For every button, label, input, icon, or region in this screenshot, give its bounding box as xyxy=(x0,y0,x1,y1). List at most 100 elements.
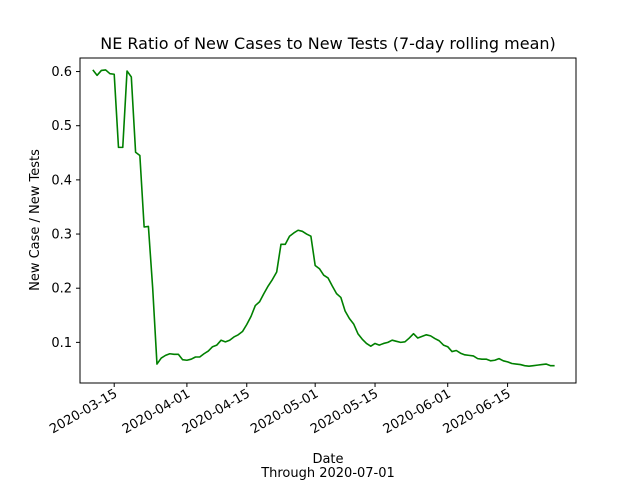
data-point xyxy=(148,226,150,228)
data-point xyxy=(323,274,325,276)
y-tick-label: 0.3 xyxy=(51,228,72,243)
data-point xyxy=(276,271,278,273)
series-layer xyxy=(92,69,556,368)
data-point xyxy=(233,336,235,338)
data-point xyxy=(421,336,423,338)
data-point xyxy=(396,340,398,342)
data-point xyxy=(242,331,244,333)
data-point xyxy=(105,69,107,71)
y-tick-label: 0.4 xyxy=(51,173,72,188)
data-point xyxy=(387,342,389,344)
data-point xyxy=(434,338,436,340)
data-point xyxy=(426,334,428,336)
data-point xyxy=(460,352,462,354)
data-point xyxy=(319,268,321,270)
y-tick-label: 0.1 xyxy=(51,336,72,351)
data-point xyxy=(541,364,543,366)
data-point xyxy=(207,350,209,352)
data-point xyxy=(135,151,137,153)
data-point xyxy=(225,341,227,343)
data-point xyxy=(485,358,487,360)
data-point xyxy=(310,235,312,237)
data-point xyxy=(532,365,534,367)
data-point xyxy=(374,343,376,345)
data-point xyxy=(404,341,406,343)
data-point xyxy=(370,345,372,347)
data-point xyxy=(109,73,111,75)
data-point xyxy=(545,363,547,365)
data-point xyxy=(490,360,492,362)
data-point xyxy=(246,324,248,326)
data-point xyxy=(160,357,162,359)
data-point xyxy=(537,364,539,366)
data-point xyxy=(391,339,393,341)
data-point xyxy=(186,359,188,361)
data-point xyxy=(447,346,449,348)
data-point xyxy=(554,365,556,367)
data-point xyxy=(118,147,120,149)
data-point xyxy=(306,233,308,235)
data-point xyxy=(229,339,231,341)
data-point xyxy=(178,353,180,355)
data-point xyxy=(267,285,269,287)
data-point xyxy=(383,343,385,345)
data-point xyxy=(293,232,295,234)
data-point xyxy=(302,231,304,233)
data-point xyxy=(379,344,381,346)
data-point xyxy=(366,343,368,345)
data-point xyxy=(126,70,128,72)
data-point xyxy=(464,354,466,356)
data-point xyxy=(139,155,141,157)
chart-title: NE Ratio of New Cases to New Tests (7-da… xyxy=(100,34,556,53)
x-axis-sublabel: Through 2020-07-01 xyxy=(260,466,395,480)
data-point xyxy=(438,340,440,342)
data-point xyxy=(507,361,509,363)
data-point xyxy=(101,70,103,72)
data-point xyxy=(131,76,133,78)
data-point xyxy=(408,337,410,339)
y-axis-label: New Case / New Tests xyxy=(28,149,43,291)
data-point xyxy=(263,293,265,295)
data-point xyxy=(430,335,432,337)
data-point xyxy=(272,279,274,281)
data-point xyxy=(503,360,505,362)
data-point xyxy=(203,353,205,355)
y-tick-label: 0.6 xyxy=(51,65,72,80)
data-point xyxy=(190,358,192,360)
data-point xyxy=(314,265,316,267)
data-point xyxy=(473,355,475,357)
data-point xyxy=(550,365,552,367)
data-point xyxy=(92,69,94,71)
data-point xyxy=(455,350,457,352)
data-point xyxy=(511,363,513,365)
data-point xyxy=(122,147,124,149)
data-point xyxy=(152,287,154,289)
data-point xyxy=(357,333,359,335)
data-point xyxy=(284,244,286,246)
data-point xyxy=(237,334,239,336)
data-point xyxy=(468,355,470,357)
data-point xyxy=(498,358,500,360)
data-point xyxy=(169,353,171,355)
data-point xyxy=(400,342,402,344)
data-point xyxy=(220,339,222,341)
data-point xyxy=(417,337,419,339)
data-point xyxy=(297,229,299,231)
x-axis-label: Date xyxy=(312,452,343,467)
y-axis: 0.1 0.2 0.3 0.4 0.5 0.6 xyxy=(51,65,80,351)
data-point xyxy=(327,277,329,279)
data-point xyxy=(195,356,197,358)
data-point xyxy=(349,318,351,320)
data-point xyxy=(477,358,479,360)
data-point xyxy=(280,244,282,246)
data-point xyxy=(250,316,252,318)
axes-frame xyxy=(79,57,577,384)
data-point xyxy=(143,226,145,228)
data-point xyxy=(212,346,214,348)
data-point xyxy=(96,75,98,77)
data-point xyxy=(353,323,355,325)
y-tick-label: 0.5 xyxy=(51,119,72,134)
y-tick-label: 0.2 xyxy=(51,282,72,297)
